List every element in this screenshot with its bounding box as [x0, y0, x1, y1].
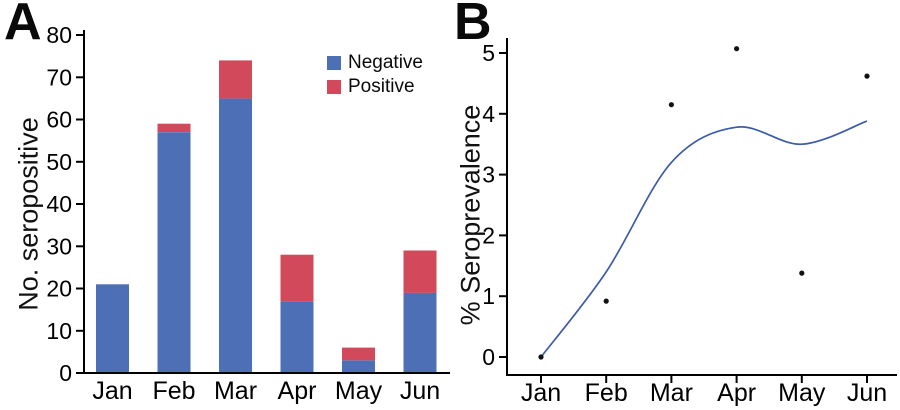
panel-a-y-tick-label: 0: [59, 360, 72, 386]
panel-a-y-tick-label: 40: [46, 191, 72, 217]
panel-b-y-tick-label: 2: [482, 222, 495, 248]
panel-a-x-tick-label: May: [335, 377, 383, 405]
data-point-mar: [668, 102, 674, 108]
panel-a: A No. seropositive 0 10 20 30 40 50 60 70 80 Jan F…: [4, 0, 450, 405]
legend-item-positive: Positive: [327, 75, 423, 98]
panel-b-letter: B: [454, 0, 492, 51]
negative-swatch-icon: [327, 56, 341, 71]
panel-a-y-tick-label: 30: [46, 233, 72, 259]
panel-a-y-tick-label: 20: [46, 276, 72, 302]
bar-positive-apr: [280, 254, 314, 302]
panel-b-x-tick-label: Jun: [847, 379, 887, 407]
seroprevalence-scatter-chart: 0 1 2 3 4 5 Jan Feb Mar Apr May Jun: [482, 38, 897, 407]
panel-a-y-tick-label: 80: [46, 22, 72, 48]
data-point-may: [799, 270, 805, 276]
bar-positive-jun: [403, 250, 437, 293]
legend-item-negative: Negative: [327, 52, 423, 74]
panel-b-y-tick-label: 1: [482, 283, 495, 309]
panel-a-x-tick-label: Mar: [214, 377, 257, 405]
data-point-feb: [603, 298, 609, 304]
panel-b-x-tick-label: May: [778, 379, 826, 407]
panel-b: B % Seroprevalence 0 1 2 3 4 5 Jan Feb Mar Apr May…: [450, 0, 900, 410]
bar-positive-may: [342, 347, 375, 361]
panel-b-x-tick-label: Feb: [585, 379, 628, 407]
panel-a-y-tick-label: 60: [46, 107, 72, 133]
panel-b-x-tick-label: Jan: [521, 379, 561, 407]
bar-negative-feb: [157, 132, 191, 373]
bar-positive-feb: [157, 123, 191, 133]
panel-a-x-tick-label: Feb: [152, 377, 195, 405]
bar-negative-may: [342, 360, 375, 373]
panel-b-y-tick-label: 4: [482, 101, 495, 127]
panel-a-x-tick-label: Jun: [400, 377, 440, 405]
panel-a-y-tick-label: 50: [46, 149, 72, 175]
panel-a-y-tick-label: 70: [46, 64, 72, 90]
positive-swatch-icon: [327, 80, 341, 95]
bar-positive-mar: [219, 60, 252, 99]
panel-b-x-tick-label: Mar: [650, 379, 693, 407]
legend-label-negative: Negative: [348, 52, 423, 73]
legend: Negative Positive: [327, 52, 423, 98]
legend-label-positive: Positive: [348, 75, 415, 97]
panel-a-x-tick-label: Apr: [278, 377, 317, 405]
panel-a-x-tick-label: Jan: [92, 377, 132, 405]
panel-b-x-tick-label: Apr: [717, 379, 756, 407]
bar-negative-jan: [96, 284, 129, 373]
panel-b-y-tick-label: 0: [482, 344, 495, 370]
bar-negative-mar: [219, 98, 252, 374]
panel-b-y-tick-label: 5: [482, 40, 495, 66]
data-point-apr: [734, 46, 740, 52]
trend-line: [540, 120, 868, 358]
bar-negative-jun: [403, 292, 437, 373]
data-point-jan: [538, 354, 544, 360]
panel-a-letter: A: [4, 0, 42, 51]
panel-b-y-tick-label: 3: [482, 162, 495, 188]
data-point-jun: [864, 73, 870, 79]
stacked-bar-chart: 0 10 20 30 40 50 60 70 80 Jan Feb Mar Apr May Jun: [46, 22, 450, 405]
panel-a-y-tick-label: 10: [46, 318, 72, 344]
bar-negative-apr: [280, 301, 314, 373]
